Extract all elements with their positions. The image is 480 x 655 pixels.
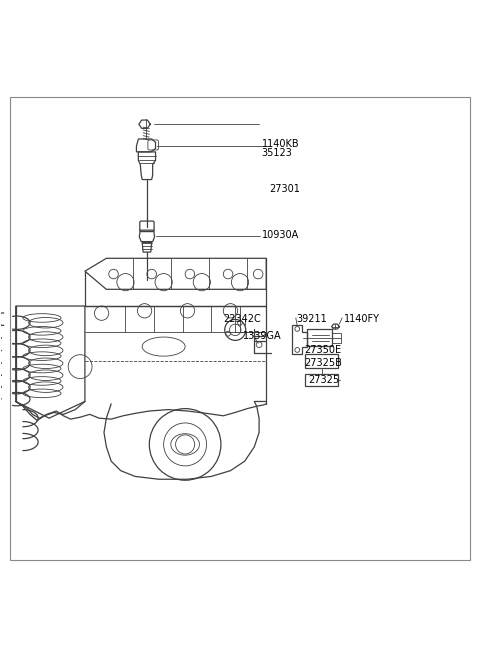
Text: 35123: 35123	[262, 148, 292, 158]
Text: 22342C: 22342C	[223, 314, 261, 324]
Bar	[305, 374, 338, 386]
Text: 39211: 39211	[296, 314, 326, 324]
Text: 1140FY: 1140FY	[344, 314, 380, 324]
Text: 27350E: 27350E	[304, 345, 341, 356]
Text: 27325: 27325	[308, 375, 339, 385]
Text: 1339GA: 1339GA	[243, 331, 282, 341]
Text: 27325B: 27325B	[304, 358, 342, 368]
Text: 27301: 27301	[270, 183, 300, 194]
Bar	[332, 333, 341, 343]
Text: 10930A: 10930A	[263, 230, 300, 240]
Text: 1140KB: 1140KB	[262, 139, 299, 149]
Bar	[305, 354, 338, 368]
